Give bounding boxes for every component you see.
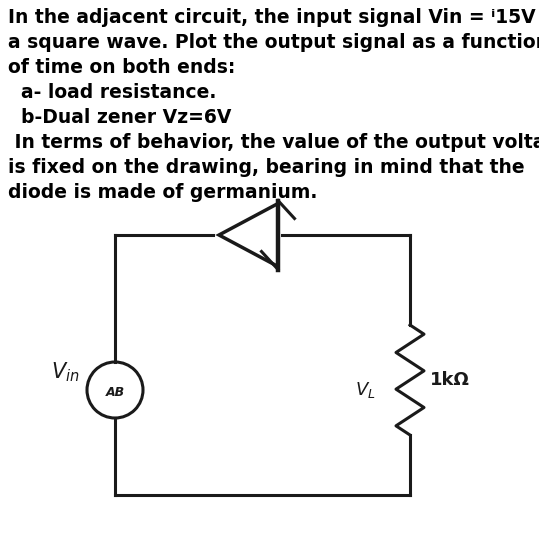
Text: diode is made of germanium.: diode is made of germanium.	[8, 183, 317, 202]
Text: of time on both ends:: of time on both ends:	[8, 58, 236, 77]
Text: AB: AB	[106, 387, 125, 400]
Text: 1kΩ: 1kΩ	[430, 371, 470, 389]
Text: b-Dual zener Vz=6V: b-Dual zener Vz=6V	[8, 108, 231, 127]
Text: In terms of behavior, the value of the output voltage: In terms of behavior, the value of the o…	[8, 133, 539, 152]
Text: In the adjacent circuit, the input signal Vin = ⁱ15V is: In the adjacent circuit, the input signa…	[8, 8, 539, 27]
Text: $V_{in}$: $V_{in}$	[51, 360, 79, 384]
Text: $V_L$: $V_L$	[355, 380, 375, 400]
Text: a square wave. Plot the output signal as a function: a square wave. Plot the output signal as…	[8, 33, 539, 52]
Text: a- load resistance.: a- load resistance.	[8, 83, 216, 102]
Text: is fixed on the drawing, bearing in mind that the: is fixed on the drawing, bearing in mind…	[8, 158, 524, 177]
